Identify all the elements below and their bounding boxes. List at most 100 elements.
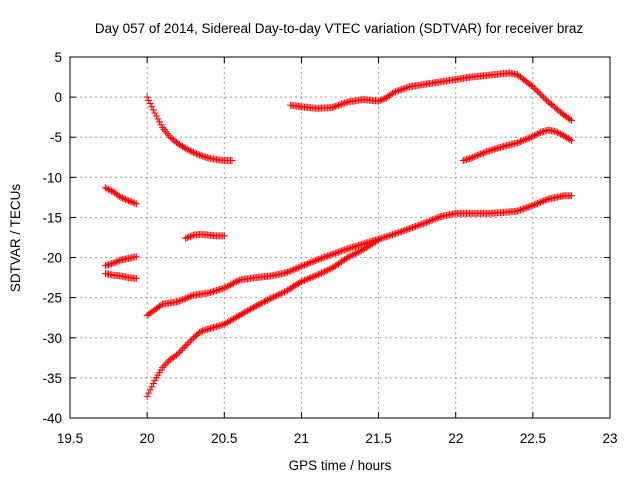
data-point bbox=[247, 305, 255, 313]
data-point bbox=[393, 87, 401, 95]
data-point bbox=[226, 281, 234, 289]
x-tick-label: 21 bbox=[294, 431, 309, 446]
data-point bbox=[196, 329, 204, 337]
data-point bbox=[231, 314, 239, 322]
data-point bbox=[316, 270, 324, 278]
x-tick-labels: 19.5 20 20.5 21 21.5 22 22.5 23 bbox=[57, 431, 618, 446]
data-point bbox=[304, 275, 312, 283]
data-point bbox=[262, 297, 270, 305]
data-point bbox=[299, 277, 307, 285]
data-point bbox=[538, 92, 546, 100]
data-point bbox=[179, 296, 187, 304]
data-point bbox=[223, 318, 231, 326]
data-point bbox=[324, 252, 332, 260]
data-point bbox=[433, 214, 441, 222]
grid bbox=[70, 57, 610, 418]
series-track-1 bbox=[101, 184, 140, 208]
data-point bbox=[473, 152, 481, 160]
data-point bbox=[390, 88, 398, 96]
data-point bbox=[185, 146, 193, 154]
data-point bbox=[196, 151, 204, 159]
data-point bbox=[345, 253, 353, 261]
data-point bbox=[533, 130, 541, 138]
y-tick-label: 5 bbox=[54, 50, 62, 65]
data-point bbox=[321, 268, 329, 276]
data-point bbox=[415, 221, 423, 229]
data-point bbox=[404, 225, 412, 233]
data-point bbox=[373, 237, 381, 245]
data-point bbox=[317, 254, 325, 262]
data-point bbox=[143, 392, 151, 400]
data-point bbox=[180, 343, 188, 351]
data-point bbox=[333, 249, 341, 257]
data-point bbox=[230, 315, 238, 323]
data-point bbox=[419, 220, 427, 228]
data-point bbox=[347, 252, 355, 260]
data-point bbox=[405, 225, 413, 233]
data-point bbox=[470, 153, 478, 161]
data-point bbox=[225, 282, 233, 290]
data-point bbox=[129, 199, 137, 207]
data-point bbox=[404, 83, 412, 91]
data-point bbox=[399, 85, 407, 93]
data-point bbox=[188, 335, 196, 343]
data-point bbox=[515, 138, 523, 146]
data-point bbox=[350, 250, 358, 258]
data-point bbox=[526, 134, 534, 142]
data-point bbox=[513, 139, 521, 147]
data-point bbox=[145, 96, 153, 104]
data-point bbox=[308, 258, 316, 266]
data-point bbox=[393, 229, 401, 237]
data-point bbox=[398, 85, 406, 93]
x-tick-label: 21.5 bbox=[365, 431, 391, 446]
data-point bbox=[265, 295, 273, 303]
y-tick-label: -25 bbox=[42, 291, 62, 306]
data-point bbox=[334, 101, 342, 109]
data-point bbox=[429, 216, 437, 224]
data-point bbox=[118, 194, 126, 202]
data-point bbox=[220, 232, 228, 240]
data-point bbox=[566, 115, 574, 123]
data-point bbox=[307, 274, 315, 282]
data-point bbox=[527, 202, 535, 210]
data-point bbox=[293, 264, 301, 272]
data-point bbox=[297, 262, 305, 270]
data-point bbox=[191, 149, 199, 157]
data-point bbox=[427, 216, 435, 224]
data-point bbox=[566, 135, 574, 143]
data-point bbox=[529, 201, 537, 209]
data-point bbox=[126, 197, 134, 205]
data-point bbox=[520, 136, 528, 144]
data-point bbox=[233, 313, 241, 321]
data-point bbox=[106, 186, 114, 194]
data-point bbox=[520, 205, 528, 213]
data-point bbox=[260, 298, 268, 306]
data-point bbox=[250, 303, 258, 311]
y-tick-label: 0 bbox=[54, 90, 62, 105]
data-point bbox=[268, 294, 276, 302]
x-axis-label: GPS time / hours bbox=[289, 458, 392, 473]
data-point bbox=[410, 223, 418, 231]
data-point bbox=[253, 302, 261, 310]
data-point bbox=[273, 292, 281, 300]
data-point bbox=[157, 121, 165, 129]
y-tick-label: -20 bbox=[42, 251, 62, 266]
axis-ticks bbox=[69, 56, 611, 419]
data-point bbox=[567, 116, 575, 124]
data-point bbox=[274, 291, 282, 299]
data-point bbox=[324, 266, 332, 274]
data-point bbox=[188, 148, 196, 156]
data-point bbox=[541, 196, 549, 204]
data-point bbox=[540, 93, 548, 101]
data-point bbox=[302, 276, 310, 284]
data-point bbox=[330, 103, 338, 111]
data-point bbox=[381, 95, 389, 103]
data-point bbox=[233, 278, 241, 286]
data-point bbox=[567, 192, 575, 200]
data-point bbox=[517, 206, 525, 214]
data-point bbox=[117, 193, 125, 201]
data-point bbox=[148, 103, 156, 111]
data-point bbox=[355, 248, 363, 256]
data-point bbox=[276, 290, 284, 298]
